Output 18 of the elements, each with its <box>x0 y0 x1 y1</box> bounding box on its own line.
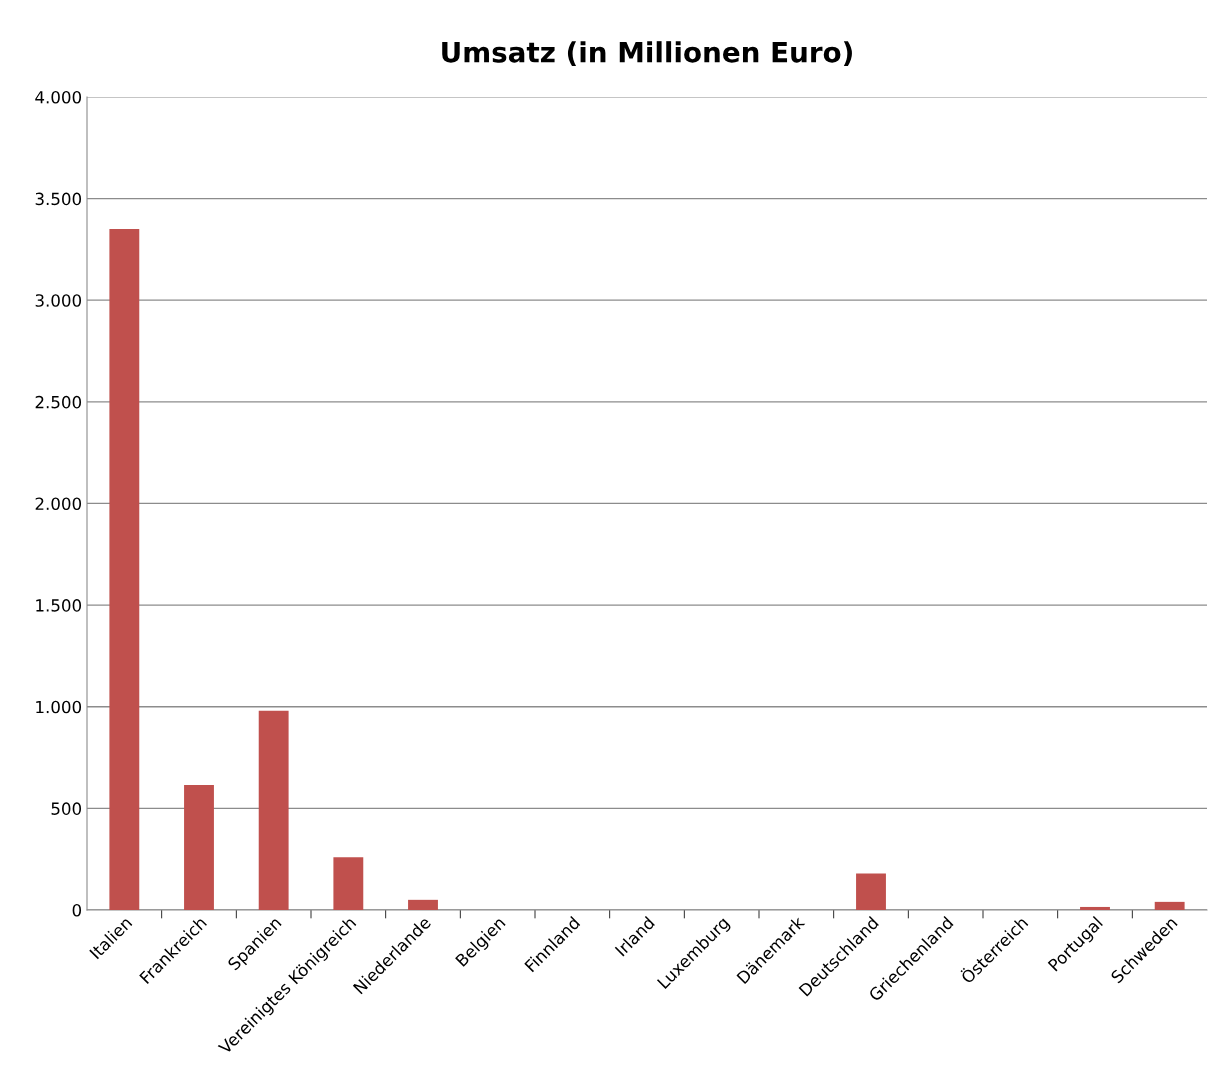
bar <box>1080 906 1110 910</box>
bar <box>258 710 289 910</box>
y-tick-label: 1.000 <box>36 700 82 714</box>
y-tick-label: 500 <box>51 802 82 815</box>
y-tick-label: 3.500 <box>35 192 82 206</box>
bar <box>1154 901 1185 910</box>
bar <box>408 899 438 910</box>
bar <box>184 785 214 910</box>
chart-title: Umsatz (in Millionen Euro) <box>442 41 852 66</box>
y-tick-label: 3.000 <box>35 294 82 307</box>
y-tick-label: 2.500 <box>35 395 82 409</box>
y-tick-label: 0 <box>72 903 82 917</box>
y-tick-label: 2.000 <box>35 497 82 511</box>
y-tick-label: 1.500 <box>36 599 82 612</box>
bar <box>109 229 140 910</box>
y-tick-label: 4.000 <box>35 90 82 104</box>
bar <box>856 873 886 910</box>
bar <box>333 857 364 910</box>
